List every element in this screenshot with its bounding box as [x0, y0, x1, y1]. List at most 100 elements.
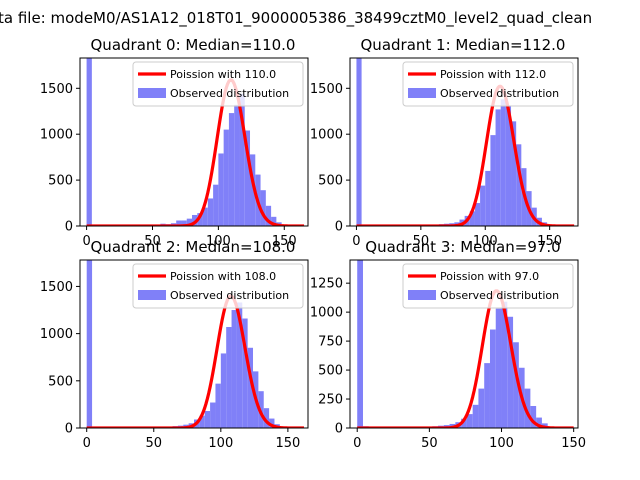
y-tick-label: 0 — [65, 220, 73, 235]
figure-suptitle: ta file: modeM0/AS1A12_018T01_9000005386… — [0, 9, 592, 28]
hist-bar — [469, 211, 475, 226]
hist-bar — [356, 58, 362, 226]
legend-hist-label: Observed distribution — [170, 87, 289, 100]
hist-bar — [474, 203, 481, 226]
hist-bar — [242, 318, 248, 428]
plot-area — [356, 58, 575, 226]
hist-bar — [176, 220, 182, 226]
hist-bar — [181, 220, 187, 226]
axes-frame — [79, 259, 309, 429]
hist-bar — [495, 308, 502, 428]
y-tick-label: 1000 — [40, 327, 73, 342]
hist-bar — [213, 184, 219, 226]
x-tick-label: 150 — [275, 436, 300, 451]
hist-bar — [204, 411, 211, 428]
hist-bar — [207, 198, 214, 226]
hist-bar — [199, 415, 205, 428]
legend-hist-swatch — [138, 88, 166, 98]
hist-bar — [86, 260, 93, 428]
legend-line-label: Poission with 97.0 — [440, 270, 539, 283]
hist-bar — [234, 104, 240, 226]
hist-bar — [220, 353, 227, 428]
legend-hist-swatch — [138, 290, 166, 300]
y-tick-label: 0 — [335, 220, 343, 235]
panel-title: Quadrant 0: Median=110.0 — [91, 36, 296, 54]
y-tick-label: 500 — [318, 174, 343, 189]
hist-bar — [86, 58, 92, 226]
plot-area — [357, 260, 574, 428]
hist-bar — [247, 347, 254, 428]
hist-bar — [250, 154, 256, 226]
hist-bar — [223, 129, 229, 226]
hist-bar — [505, 105, 512, 226]
y-tick-label: 1000 — [40, 128, 73, 143]
x-tick-label: 50 — [145, 436, 162, 451]
legend-box — [132, 263, 304, 309]
hist-bar — [500, 99, 506, 226]
x-tick-label: 100 — [489, 436, 514, 451]
legend-hist-swatch — [408, 290, 436, 300]
legend-hist-swatch — [408, 88, 436, 98]
panel-title: Quadrant 1: Median=112.0 — [361, 36, 566, 54]
hist-bar — [490, 135, 496, 226]
y-tick-label: 500 — [318, 364, 343, 379]
legend-hist-label: Observed distribution — [440, 289, 559, 302]
poisson-curve — [357, 289, 574, 428]
poisson-curve — [356, 84, 575, 226]
hist-bar — [260, 190, 266, 226]
y-tick-label: 1000 — [310, 306, 343, 321]
x-tick-label: 50 — [421, 436, 438, 451]
hist-bar — [530, 405, 537, 428]
panel-title: Quadrant 2: Median=108.0 — [91, 238, 296, 256]
hist-bar — [192, 214, 198, 226]
x-tick-label: 100 — [206, 234, 231, 249]
legend-box — [132, 61, 304, 107]
hist-bar — [357, 260, 363, 428]
hist-bar — [480, 185, 486, 226]
hist-bar — [513, 342, 519, 428]
legend-box — [402, 61, 574, 107]
hist-bar — [226, 327, 232, 428]
hist-bar — [269, 418, 275, 428]
hist-bar — [228, 113, 235, 226]
x-tick-label: 50 — [413, 234, 430, 249]
y-tick-label: 250 — [318, 393, 343, 408]
hist-bar — [236, 302, 243, 428]
axes-frame — [349, 57, 579, 227]
x-tick-label: 150 — [537, 234, 562, 249]
hist-bar — [466, 414, 473, 428]
y-tick-label: 1000 — [310, 128, 343, 143]
y-tick-label: 1500 — [40, 280, 73, 295]
hist-bar — [265, 205, 272, 226]
y-tick-label: 500 — [48, 374, 73, 389]
hist-bar — [210, 402, 216, 428]
legend-line-label: Poission with 112.0 — [440, 68, 546, 81]
hist-bar — [215, 383, 221, 428]
y-tick-label: 0 — [65, 422, 73, 437]
y-tick-label: 0 — [335, 422, 343, 437]
panel-quadrant-3: 0 50 100 150 0 250 500 750 1000 1250 Quadrant 3: M… — [310, 238, 586, 451]
x-tick-label: 150 — [272, 234, 297, 249]
hist-bar — [197, 213, 203, 226]
x-tick-label: 50 — [144, 234, 161, 249]
y-tick-label: 750 — [318, 335, 343, 350]
plot-area — [86, 260, 305, 428]
hist-bar — [231, 310, 237, 428]
hist-bar — [472, 404, 479, 428]
x-tick-label: 0 — [353, 436, 361, 451]
hist-bar — [489, 329, 496, 428]
hist-bar — [186, 218, 193, 226]
hist-bar — [461, 418, 467, 428]
x-tick-label: 0 — [352, 234, 360, 249]
hist-bar — [478, 388, 485, 428]
plot-area — [86, 58, 305, 226]
legend-hist-label: Observed distribution — [440, 87, 559, 100]
x-tick-label: 0 — [83, 436, 91, 451]
hist-bar — [484, 363, 490, 428]
y-tick-label: 500 — [48, 174, 73, 189]
hist-bar — [485, 170, 491, 226]
hist-bar — [516, 144, 522, 226]
x-tick-label: 150 — [561, 436, 586, 451]
